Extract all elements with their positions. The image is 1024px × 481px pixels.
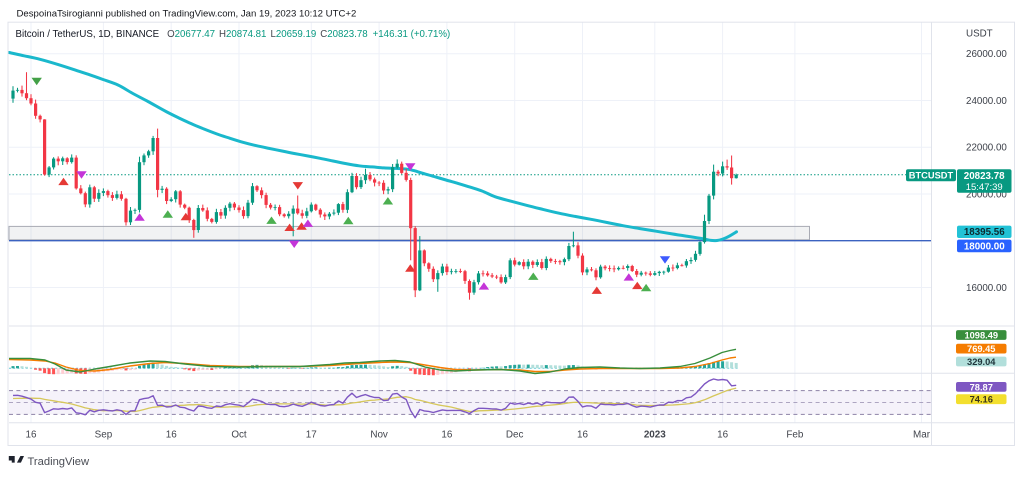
svg-text:Sep: Sep <box>95 429 113 440</box>
svg-text:Dec: Dec <box>506 429 524 440</box>
svg-text:USDT: USDT <box>966 28 993 39</box>
svg-text:15:47:39: 15:47:39 <box>966 182 1003 193</box>
svg-text:16: 16 <box>717 429 728 440</box>
svg-text:1098.49: 1098.49 <box>964 330 998 340</box>
svg-text:16: 16 <box>26 429 37 440</box>
svg-text:16000.00: 16000.00 <box>966 283 1007 294</box>
svg-text:74.16: 74.16 <box>970 395 993 405</box>
svg-text:BTCUSDT: BTCUSDT <box>909 171 954 181</box>
svg-text:769.45: 769.45 <box>967 344 995 354</box>
svg-text:78.87: 78.87 <box>970 382 993 392</box>
svg-text:Oct: Oct <box>231 429 247 440</box>
svg-text:18395.56: 18395.56 <box>964 227 1005 238</box>
svg-text:16: 16 <box>577 429 588 440</box>
svg-text:16: 16 <box>166 429 177 440</box>
svg-text:Nov: Nov <box>370 429 388 440</box>
svg-text:329.04: 329.04 <box>967 357 996 367</box>
svg-text:24000.00: 24000.00 <box>966 96 1007 107</box>
svg-text:26000.00: 26000.00 <box>966 49 1007 60</box>
svg-text:Mar: Mar <box>913 429 931 440</box>
svg-text:22000.00: 22000.00 <box>966 143 1007 154</box>
svg-text:DespoinaTsirogianni published: DespoinaTsirogianni published on Trading… <box>17 9 357 20</box>
svg-text:Feb: Feb <box>786 429 804 440</box>
svg-text:20000.00: 20000.00 <box>966 189 1007 200</box>
svg-text:TradingView: TradingView <box>28 456 90 468</box>
svg-text:Bitcoin / TetherUS, 1D, BINANC: Bitcoin / TetherUS, 1D, BINANCE O20677.47… <box>16 29 451 40</box>
svg-text:20823.78: 20823.78 <box>964 171 1005 182</box>
svg-text:17: 17 <box>306 429 317 440</box>
svg-text:18000.00: 18000.00 <box>964 241 1005 252</box>
svg-text:16: 16 <box>441 429 452 440</box>
svg-text:2023: 2023 <box>644 429 666 440</box>
